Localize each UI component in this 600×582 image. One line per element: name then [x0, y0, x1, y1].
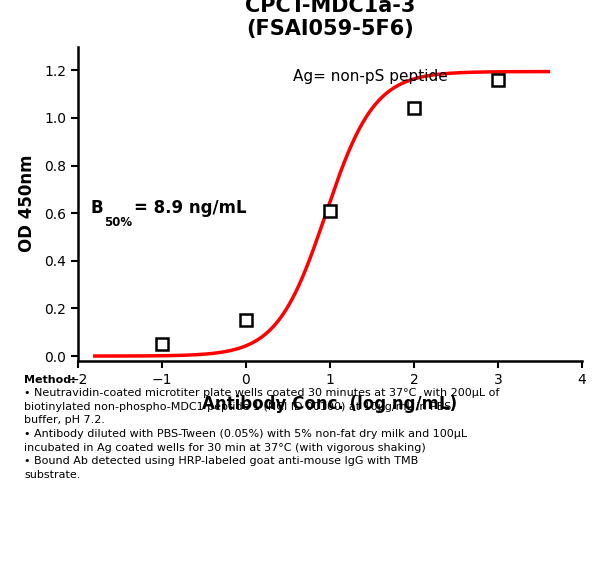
Title: CPCT-MDC1a-3
(FSAI059-5F6): CPCT-MDC1a-3 (FSAI059-5F6): [245, 0, 415, 40]
Text: = 8.9 ng/mL: = 8.9 ng/mL: [134, 199, 247, 217]
Text: B: B: [91, 199, 103, 217]
X-axis label: Antibody Conc. (log ng/mL): Antibody Conc. (log ng/mL): [202, 395, 458, 413]
Text: Ag= non-pS peptide: Ag= non-pS peptide: [293, 69, 448, 84]
Text: 50%: 50%: [104, 217, 132, 229]
Text: Method:: Method:: [24, 375, 76, 385]
Text: • Neutravidin-coated microtiter plate wells coated 30 minutes at 37°C  with 200μ: • Neutravidin-coated microtiter plate we…: [24, 388, 499, 480]
Y-axis label: OD 450nm: OD 450nm: [18, 155, 36, 253]
